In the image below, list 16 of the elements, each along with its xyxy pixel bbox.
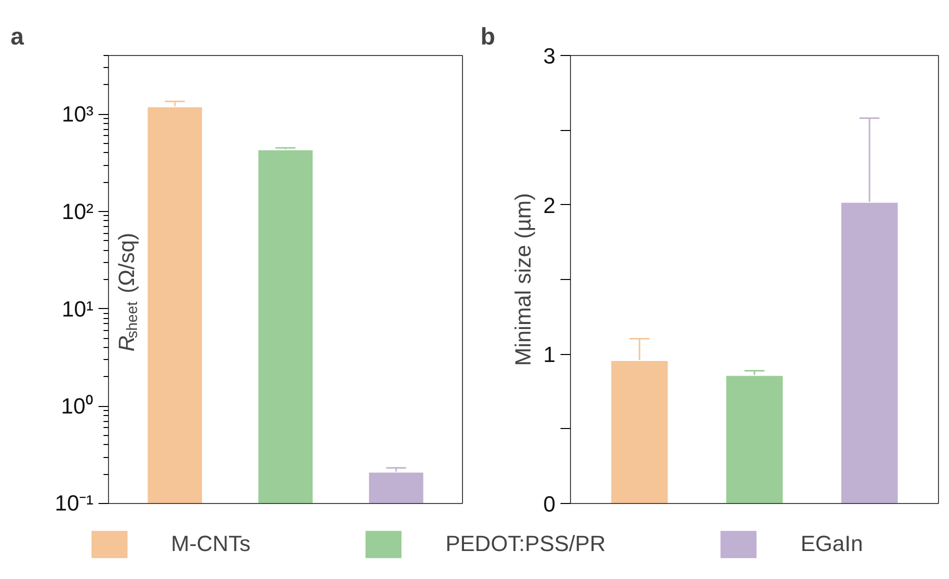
y-tick-label: 10¹ bbox=[62, 296, 94, 322]
y-tick-label: 10² bbox=[62, 198, 94, 224]
legend-label: M-CNTs bbox=[171, 531, 250, 557]
y-axis-title: Minimal size (µm) bbox=[510, 193, 536, 366]
legend-label: EGaIn bbox=[800, 531, 863, 557]
y-tick-label: 0 bbox=[543, 492, 556, 516]
legend-label: PEDOT:PSS/PR bbox=[445, 531, 606, 557]
chart-title: b bbox=[480, 24, 496, 50]
y-tick-label: 10³ bbox=[62, 102, 94, 127]
y-tick-label: 10⁰ bbox=[61, 394, 94, 419]
y-tick-label: 2 bbox=[543, 192, 556, 218]
y-axis-title: Rsheet (Ω/sq) bbox=[114, 232, 141, 352]
y-tick-label: 3 bbox=[543, 44, 556, 68]
y-tick-label: 1 bbox=[543, 342, 556, 368]
chart-title: a bbox=[10, 24, 24, 50]
y-tick-label: 10⁻¹ bbox=[54, 490, 94, 516]
